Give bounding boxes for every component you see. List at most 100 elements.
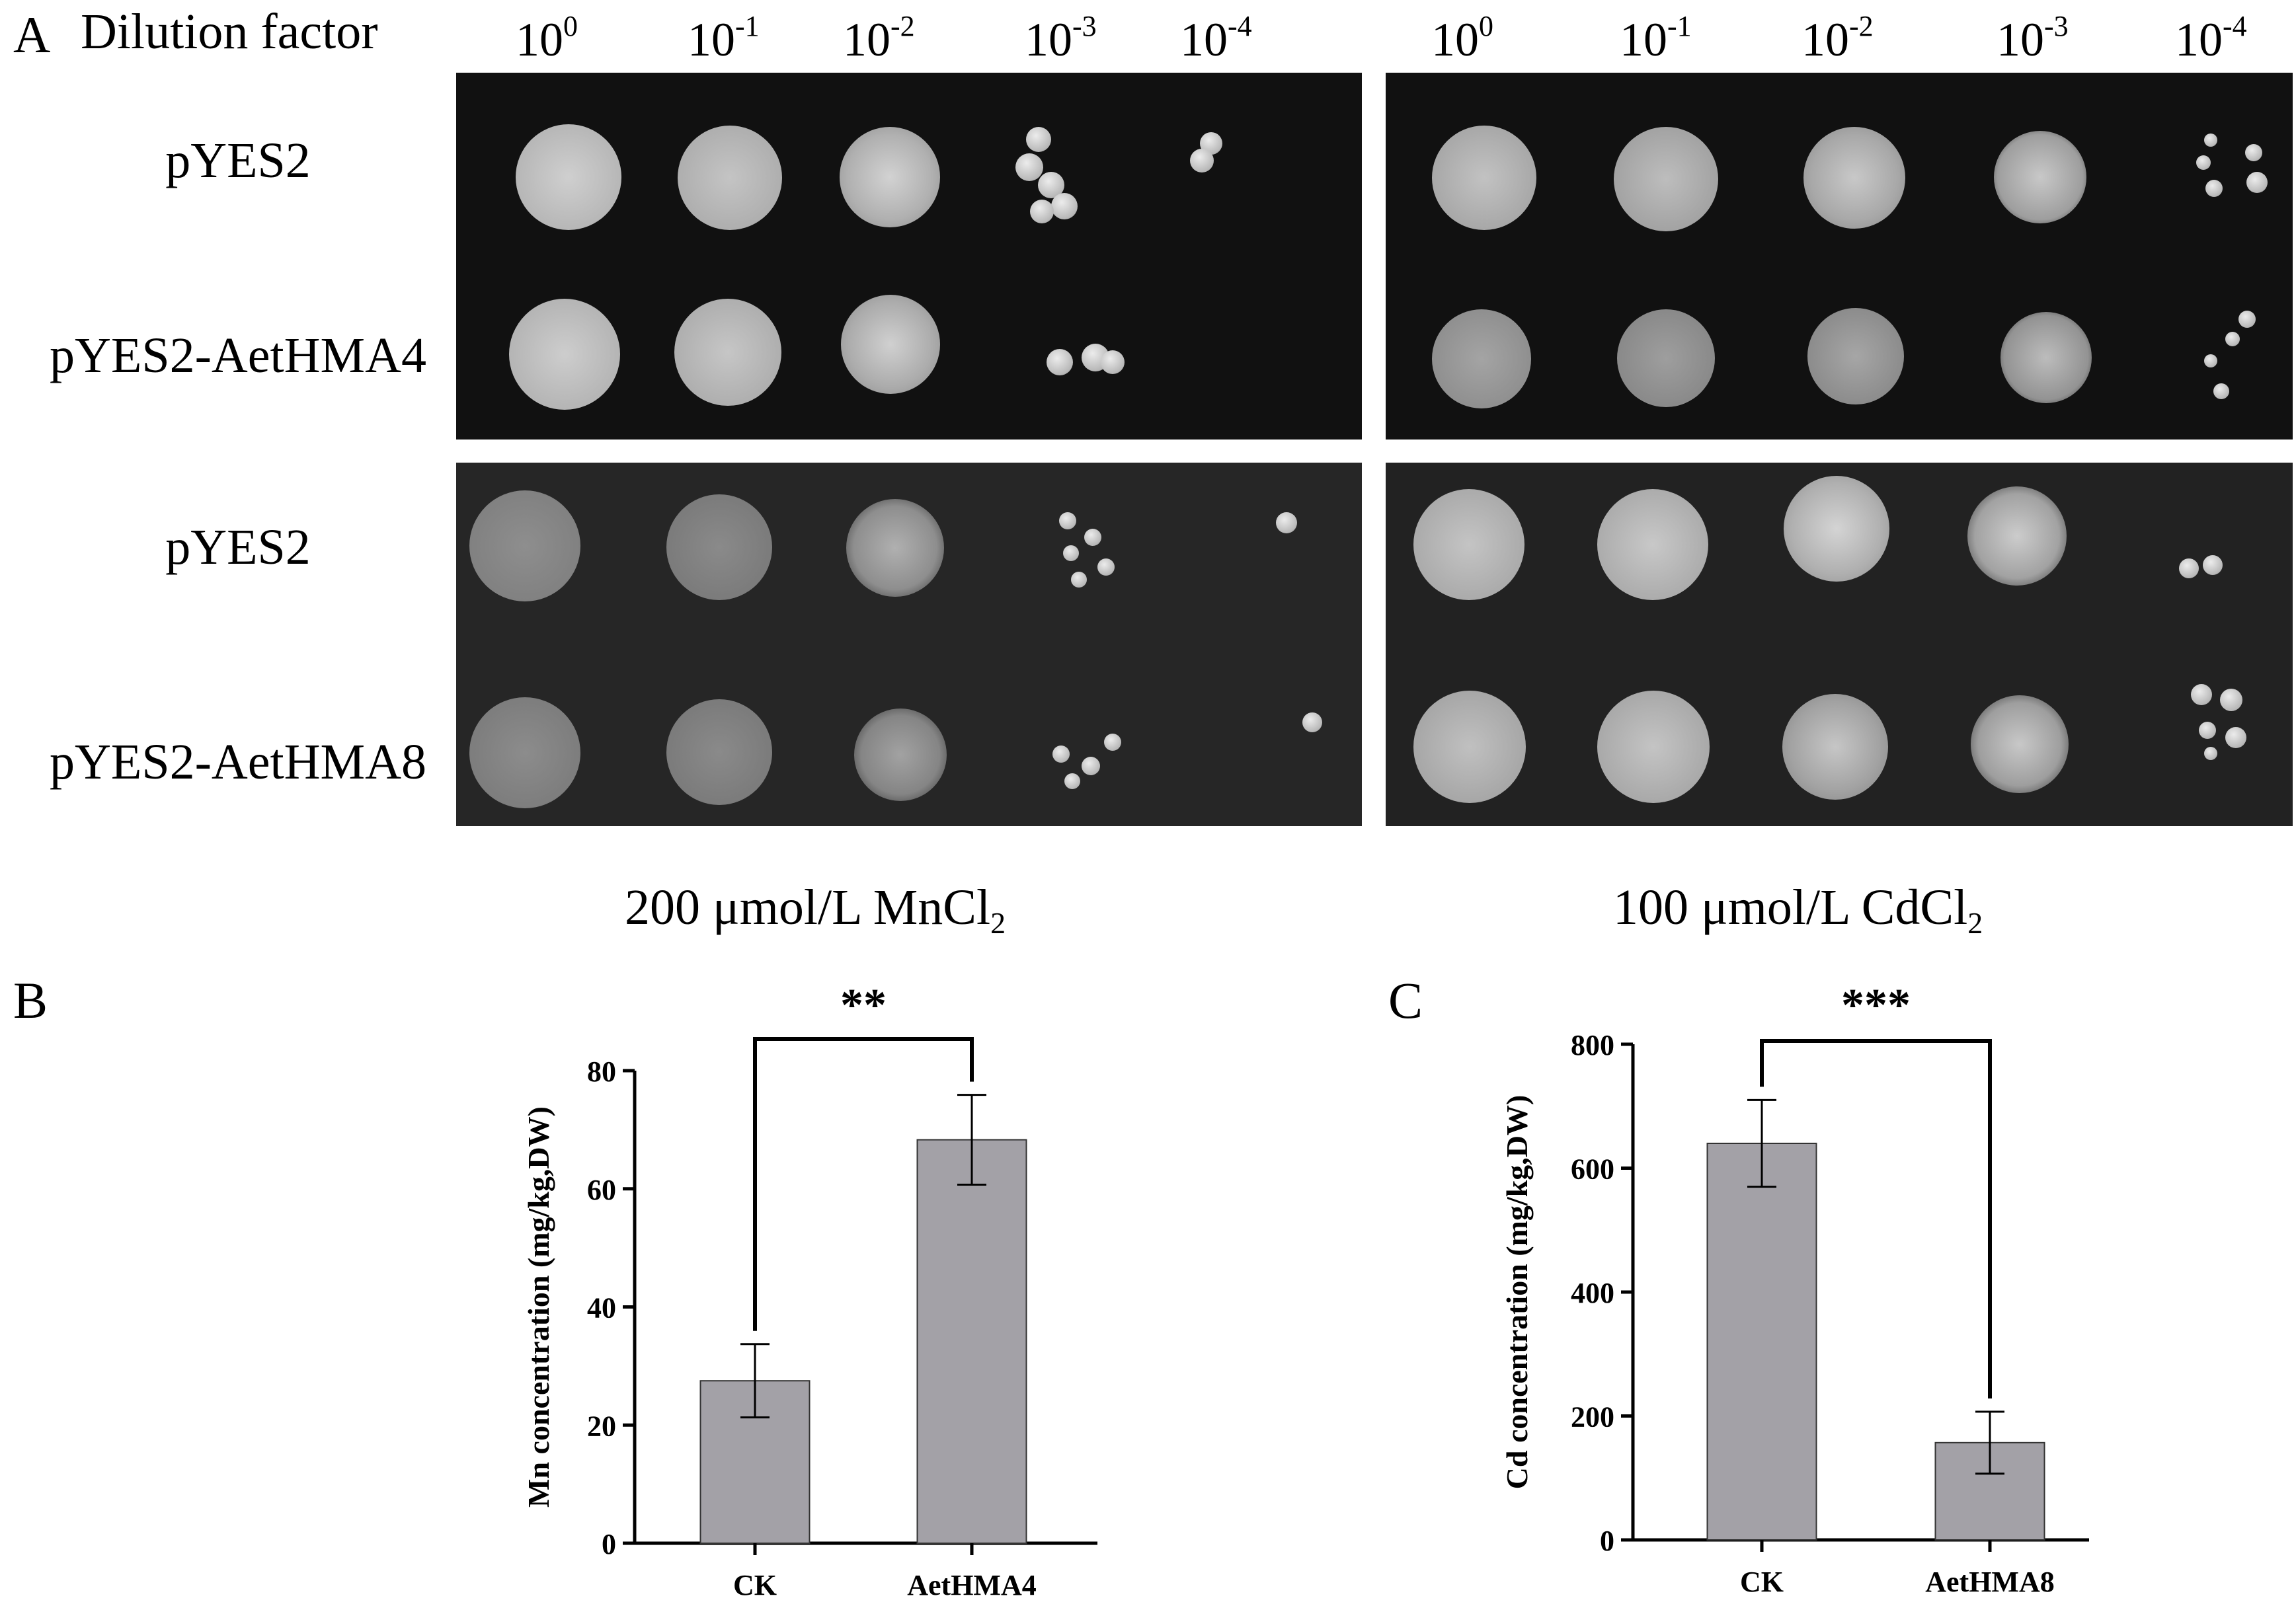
colony xyxy=(1302,712,1322,732)
colony xyxy=(1071,572,1087,588)
x-tick-label: AetHMA4 xyxy=(907,1569,1037,1601)
colony xyxy=(2203,555,2223,575)
spot xyxy=(1413,691,1526,803)
dilution-right-2: 10-2 xyxy=(1801,10,1874,66)
colony xyxy=(2205,180,2223,197)
colony xyxy=(2238,311,2256,328)
colony xyxy=(1015,153,1043,181)
spot xyxy=(1432,309,1531,408)
dilution-left-2: 10-2 xyxy=(843,10,915,66)
x-tick-label: CK xyxy=(733,1569,777,1601)
spot xyxy=(1597,691,1710,803)
colony xyxy=(2204,747,2217,760)
colony xyxy=(1104,734,1121,751)
y-tick-label: 400 xyxy=(1571,1277,1614,1309)
spot xyxy=(1971,695,2069,793)
colony xyxy=(2179,558,2199,578)
spot xyxy=(516,124,621,230)
colony xyxy=(1082,757,1100,775)
y-axis-title: Mn concentration (mg/kg,DW) xyxy=(522,1106,555,1508)
strain-label-bottom-1: pYES2 xyxy=(165,519,311,575)
spot xyxy=(1614,127,1718,231)
y-tick-label: 80 xyxy=(587,1055,616,1088)
spot xyxy=(678,126,782,230)
colony xyxy=(1030,200,1054,223)
colony xyxy=(2196,155,2211,170)
colony xyxy=(2225,332,2240,346)
dilution-left-4: 10-4 xyxy=(1180,10,1252,66)
significance-label: *** xyxy=(1841,980,1911,1031)
spot xyxy=(1994,131,2086,223)
strain-label-bottom-2: pYES2-AetHMA8 xyxy=(50,734,426,790)
significance-bracket xyxy=(753,1037,974,1331)
y-tick-label: 60 xyxy=(587,1174,616,1206)
y-tick-label: 0 xyxy=(602,1528,616,1560)
spot xyxy=(1432,126,1536,230)
y-tick-label: 200 xyxy=(1571,1401,1614,1434)
spot xyxy=(1413,489,1524,600)
significance-bracket xyxy=(1760,1039,1992,1398)
spot xyxy=(1617,309,1715,407)
plate-cd-bottom xyxy=(1386,463,2293,826)
spot xyxy=(509,299,620,410)
dilution-right-1: 10-1 xyxy=(1620,10,1692,66)
spot xyxy=(1807,308,1904,404)
panel-b-letter: B xyxy=(13,972,48,1029)
colony xyxy=(1276,512,1297,533)
colony xyxy=(1064,773,1080,789)
dilution-left-3: 10-3 xyxy=(1025,10,1097,66)
x-tick-label: CK xyxy=(1740,1566,1784,1598)
y-tick-label: 600 xyxy=(1571,1153,1614,1186)
colony xyxy=(2191,684,2212,705)
colony xyxy=(1190,149,1214,172)
spot xyxy=(469,490,580,601)
dilution-right-4: 10-4 xyxy=(2175,10,2247,66)
spot xyxy=(840,127,940,227)
dilution-right-0: 100 xyxy=(1431,10,1493,66)
x-tick-label: AetHMA8 xyxy=(1925,1566,2055,1598)
spot xyxy=(1782,694,1888,800)
bar xyxy=(916,1139,1027,1545)
colony xyxy=(1047,349,1073,375)
panel-a-letter: A xyxy=(13,6,51,63)
dilution-left-0: 100 xyxy=(516,10,578,66)
colony xyxy=(1101,350,1125,374)
colony xyxy=(1097,558,1115,576)
colony xyxy=(1063,545,1079,561)
colony xyxy=(2213,383,2229,399)
colony xyxy=(1052,746,1070,763)
y-tick-label: 0 xyxy=(1600,1525,1614,1557)
condition-label-mn: 200 μmol/L MnCl2 xyxy=(625,880,1006,940)
spot xyxy=(666,699,772,805)
spot xyxy=(666,494,772,600)
colony xyxy=(1059,512,1076,529)
significance-label: ** xyxy=(840,980,887,1031)
colony xyxy=(2204,134,2217,147)
colony xyxy=(2204,354,2217,367)
spot xyxy=(1597,489,1708,600)
chart-c: 0 200 400 600 800 CK AetHMA8 *** Cd concentratio… xyxy=(1500,980,2089,1598)
plate-mn-top xyxy=(456,73,1362,440)
panel-c-letter: C xyxy=(1388,972,1423,1029)
dilution-left-1: 10-1 xyxy=(688,10,760,66)
plate-cd-top xyxy=(1386,73,2293,440)
spot xyxy=(1803,127,1905,229)
spot xyxy=(2000,312,2092,403)
spot xyxy=(841,295,940,394)
bar xyxy=(1706,1143,1817,1541)
spot xyxy=(469,697,580,808)
colony xyxy=(1051,193,1078,219)
colony xyxy=(1026,127,1051,152)
plate-mn-bottom xyxy=(456,463,1362,826)
y-tick-label: 800 xyxy=(1571,1029,1614,1061)
condition-label-cd: 100 μmol/L CdCl2 xyxy=(1613,880,1983,940)
spot xyxy=(674,299,781,406)
chart-b: 0 20 40 60 80 CK AetHMA4 ** Mn concentration (mg… xyxy=(522,980,1097,1601)
strain-label-top-1: pYES2 xyxy=(165,133,311,188)
spot xyxy=(1967,486,2067,586)
dilution-factor-title: Dilution factor xyxy=(81,4,378,59)
strain-label-top-2: pYES2-AetHMA4 xyxy=(50,328,426,383)
spot xyxy=(1784,476,1889,582)
dilution-right-3: 10-3 xyxy=(1997,10,2069,66)
colony xyxy=(2220,689,2242,711)
